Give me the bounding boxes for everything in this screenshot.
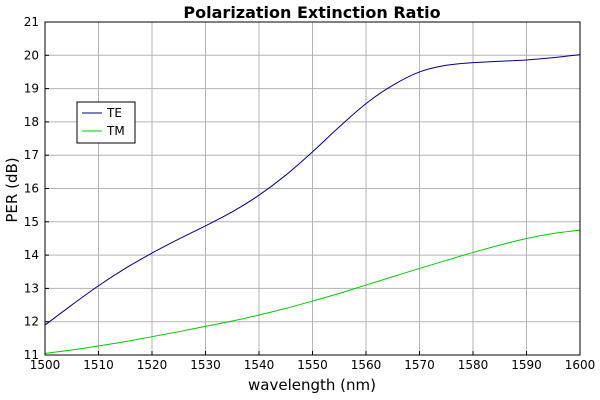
x-tick-label: 1530 [190,358,221,372]
legend-box [76,101,136,144]
y-tick-label: 15 [24,215,39,229]
x-tick-label: 1570 [404,358,435,372]
x-axis-label: wavelength (nm) [248,376,376,394]
ticks [44,21,581,356]
legend: TE TM [76,101,136,144]
series-line-te [44,54,581,326]
x-tick-label: 1500 [30,358,61,372]
x-tick-label: 1540 [244,358,275,372]
x-tick-label: 1580 [458,358,489,372]
x-tick-label: 1510 [83,358,114,372]
tick-labels: 1500 1510 1520 1530 1540 1550 1560 1570 1580 1590… [24,15,596,372]
y-tick-label: 14 [24,248,39,262]
grid [44,21,581,356]
y-tick-label: 11 [24,348,39,362]
x-tick-label: 1560 [351,358,382,372]
y-tick-label: 17 [24,148,39,162]
x-tick-label: 1600 [565,358,596,372]
x-tick-label: 1590 [511,358,542,372]
chart-title: Polarization Extinction Ratio [183,3,440,22]
x-tick-label: 1550 [297,358,328,372]
legend-label-te: TE [106,106,122,120]
y-tick-label: 18 [24,115,39,129]
y-tick-label: 20 [24,48,39,62]
series-layer [44,54,581,354]
series-line-tm [44,229,581,354]
x-tick-label: 1520 [137,358,168,372]
y-tick-label: 12 [24,315,39,329]
y-tick-label: 21 [24,15,39,29]
y-axis-label: PER (dB) [3,157,21,222]
y-tick-label: 19 [24,82,39,96]
legend-label-tm: TM [106,124,125,138]
y-tick-label: 16 [24,182,39,196]
y-tick-label: 13 [24,281,39,295]
